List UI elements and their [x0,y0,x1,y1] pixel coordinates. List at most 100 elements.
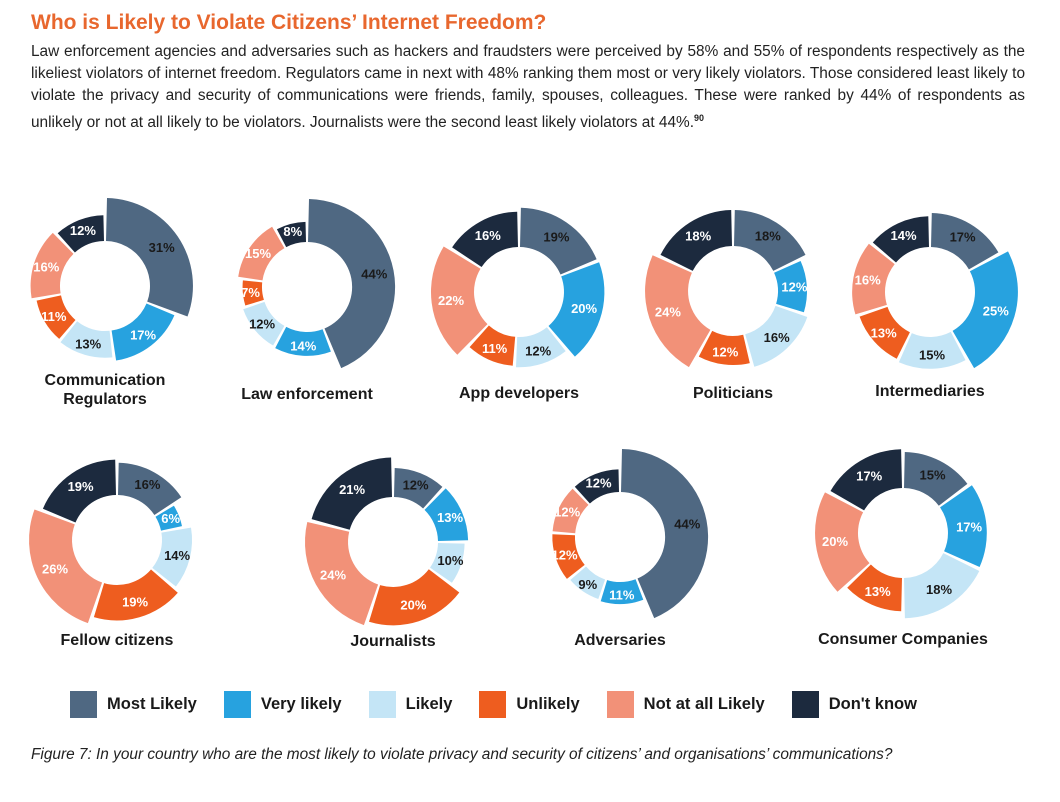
slice-law-enforcement-most-likely [308,199,396,369]
slice-journalists-unlikely [369,569,460,626]
legend-item-unlikely: Unlikely [479,690,580,718]
slice-label-law-enforcement-likely: 12% [249,317,275,332]
slice-label-law-enforcement-most-likely: 44% [361,267,387,282]
slice-label-intermediaries-don-t-know: 14% [890,228,916,243]
donut-politicians: 18% 12% 16% 12% 24% 18% Politicians [645,210,808,402]
slice-label-consumer-companies-not-at-all-likely: 20% [822,534,848,549]
chart-title-adversaries: Adversaries [574,632,666,649]
slice-label-intermediaries-very-likely: 25% [983,304,1009,319]
slice-intermediaries-most-likely [931,213,999,270]
slice-label-journalists-most-likely: 12% [403,477,429,492]
slice-label-journalists-very-likely: 13% [437,510,463,525]
chart-title-app-developers: App developers [459,385,579,402]
slice-label-consumer-companies-likely: 18% [926,582,952,597]
slice-communication-regulators-don-t-know [57,215,104,253]
slice-consumer-companies-don-t-know [830,449,902,511]
slice-fellow-citizens-likely [152,527,193,587]
slice-communication-regulators-very-likely [111,303,175,361]
intro-text: Law enforcement agencies and adversaries… [31,43,1025,132]
slice-politicians-most-likely [734,210,806,271]
slice-label-consumer-companies-unlikely: 13% [865,584,891,599]
slice-consumer-companies-not-at-all-likely [815,492,870,592]
legend-swatch-not-at-all-likely [606,690,634,718]
slice-label-communication-regulators-very-likely: 17% [130,328,156,343]
slice-communication-regulators-likely [60,321,113,358]
legend-swatch-unlikely [479,690,507,718]
chart-title-politicians: Politicians [693,385,773,402]
slice-label-app-developers-very-likely: 20% [571,301,597,316]
slice-consumer-companies-very-likely [940,485,987,567]
slice-politicians-don-t-know [660,210,732,271]
slice-journalists-not-at-all-likely [304,522,379,626]
slice-consumer-companies-unlikely [847,564,902,612]
slice-label-journalists-don-t-know: 21% [339,482,365,497]
slice-label-law-enforcement-not-at-all-likely: 15% [245,246,271,261]
slice-label-app-developers-most-likely: 19% [543,229,569,244]
legend-swatch-likely [368,690,396,718]
slice-label-consumer-companies-very-likely: 17% [956,519,982,534]
slice-law-enforcement-don-t-know [276,221,306,248]
donut-fellow-citizens: 16% 6% 14% 19% 26% 19% Fellow citizens [29,459,193,649]
slice-label-law-enforcement-don-t-know: 8% [283,224,302,239]
slice-label-fellow-citizens-don-t-know: 19% [68,479,94,494]
slice-app-developers-likely [516,327,566,368]
slice-app-developers-not-at-all-likely [430,246,488,355]
slice-label-app-developers-unlikely: 11% [482,341,508,356]
slice-label-communication-regulators-don-t-know: 12% [70,223,96,238]
slice-label-politicians-most-likely: 18% [755,229,781,244]
chart-title-intermediaries: Intermediaries [875,383,984,400]
slice-label-communication-regulators-most-likely: 31% [149,240,175,255]
donut-intermediaries: 17% 25% 15% 13% 16% 14% Intermediaries [852,213,1018,400]
slice-intermediaries-don-t-know [872,216,929,263]
donut-adversaries: 44%11%9%12%12%12%Adversaries [551,449,709,649]
legend-label-very-likely: Very likely [260,694,342,713]
slice-label-adversaries-most-likely: 44% [674,517,700,532]
legend-label-likely: Likely [405,694,453,713]
slice-adversaries-don-t-know [574,469,619,504]
slice-label-communication-regulators-likely: 13% [75,337,101,352]
slice-label-politicians-unlikely: 12% [712,345,738,360]
slice-intermediaries-very-likely [952,251,1018,369]
slice-communication-regulators-most-likely [106,198,193,317]
slice-consumer-companies-likely [904,553,980,619]
slice-label-communication-regulators-not-at-all-likely: 16% [33,259,59,274]
chart-title-fellow-citizens: Fellow citizens [61,632,174,649]
legend-label-dont-know: Don't know [828,694,917,713]
slice-label-intermediaries-unlikely: 13% [871,325,897,340]
footnote-marker: 90 [693,113,704,123]
slice-intermediaries-not-at-all-likely [852,243,895,315]
slice-label-law-enforcement-unlikely: 7% [241,285,260,300]
slice-communication-regulators-not-at-all-likely [30,232,74,299]
legend-item-likely: Likely [368,690,453,718]
slice-label-communication-regulators-unlikely: 11% [41,309,67,324]
legend: Most Likely Very likely Likely Unlikely … [70,690,944,718]
slice-label-politicians-likely: 16% [764,330,790,345]
slice-politicians-very-likely [774,261,808,313]
slice-adversaries-most-likely [621,449,709,619]
slice-label-intermediaries-likely: 15% [919,347,945,362]
slice-fellow-citizens-not-at-all-likely [29,509,103,624]
slice-label-fellow-citizens-unlikely: 19% [122,595,148,610]
slice-app-developers-most-likely [520,207,597,275]
chart-title-communication-regulators-line-1: Communication [45,372,166,389]
slice-journalists-don-t-know [311,457,392,530]
slice-label-fellow-citizens-most-likely: 16% [134,477,160,492]
legend-item-very-likely: Very likely [223,690,342,718]
slice-fellow-citizens-unlikely [93,569,178,621]
slice-journalists-likely [430,543,465,583]
slice-label-fellow-citizens-very-likely: 6% [161,511,180,526]
slice-label-politicians-very-likely: 12% [781,280,807,295]
legend-item-most-likely: Most Likely [70,690,197,718]
chart-title-communication-regulators-line-2: Regulators [63,391,147,408]
legend-swatch-most-likely [70,690,97,718]
slice-app-developers-don-t-know [452,211,518,267]
slice-label-law-enforcement-very-likely: 14% [290,338,316,353]
figure-caption: Figure 7: In your country who are the mo… [31,746,893,763]
slice-journalists-very-likely [424,488,469,541]
slice-law-enforcement-very-likely [275,326,331,356]
slice-label-politicians-not-at-all-likely: 24% [655,305,681,320]
slice-label-adversaries-very-likely: 11% [609,588,635,603]
slice-label-adversaries-don-t-know: 12% [585,475,611,490]
slice-communication-regulators-unlikely [36,295,76,339]
chart-title-journalists: Journalists [350,633,435,650]
